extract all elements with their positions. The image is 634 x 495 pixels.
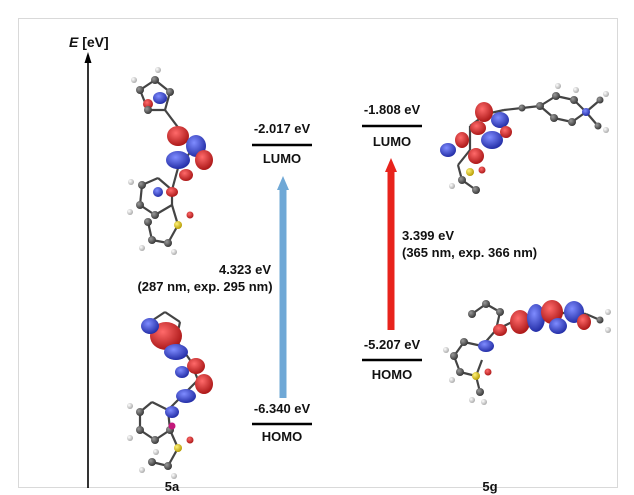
left-lumo-level: -2.017 eV LUMO <box>252 121 312 166</box>
left-lumo-label: LUMO <box>263 151 301 166</box>
right-lumo-label: LUMO <box>373 134 411 149</box>
molecule-5a-homo-image <box>127 311 213 479</box>
left-compound-label: 5a <box>165 479 180 494</box>
energy-axis: E [eV] <box>69 34 109 488</box>
left-gap-energy: 4.323 eV <box>219 262 271 277</box>
right-gap-energy: 3.399 eV <box>402 228 454 243</box>
right-homo-energy: -5.207 eV <box>364 337 421 352</box>
left-homo-label: HOMO <box>262 429 302 444</box>
left-excitation-arrow <box>277 176 289 398</box>
right-lumo-level: -1.808 eV LUMO <box>362 102 422 149</box>
right-gap-annotation: 3.399 eV (365 nm, exp. 366 nm) <box>402 228 537 260</box>
axis-label: E [eV] <box>69 34 109 50</box>
right-lumo-energy: -1.808 eV <box>364 102 421 117</box>
right-gap-detail: (365 nm, exp. 366 nm) <box>402 245 537 260</box>
molecule-5g-homo-image <box>443 300 611 405</box>
left-lumo-energy: -2.017 eV <box>254 121 311 136</box>
left-homo-energy: -6.340 eV <box>254 401 311 416</box>
figure-frame <box>18 18 618 488</box>
molecule-5g-lumo-image <box>440 83 609 194</box>
left-gap-annotation: 4.323 eV (287 nm, exp. 295 nm) <box>137 262 272 294</box>
left-homo-level: -6.340 eV HOMO <box>252 401 312 444</box>
right-homo-label: HOMO <box>372 367 412 382</box>
molecule-5a-lumo-image <box>127 67 213 255</box>
left-gap-detail: (287 nm, exp. 295 nm) <box>137 279 272 294</box>
right-compound-label: 5g <box>482 479 497 494</box>
right-excitation-arrow <box>385 158 397 330</box>
right-homo-level: -5.207 eV HOMO <box>362 337 422 382</box>
